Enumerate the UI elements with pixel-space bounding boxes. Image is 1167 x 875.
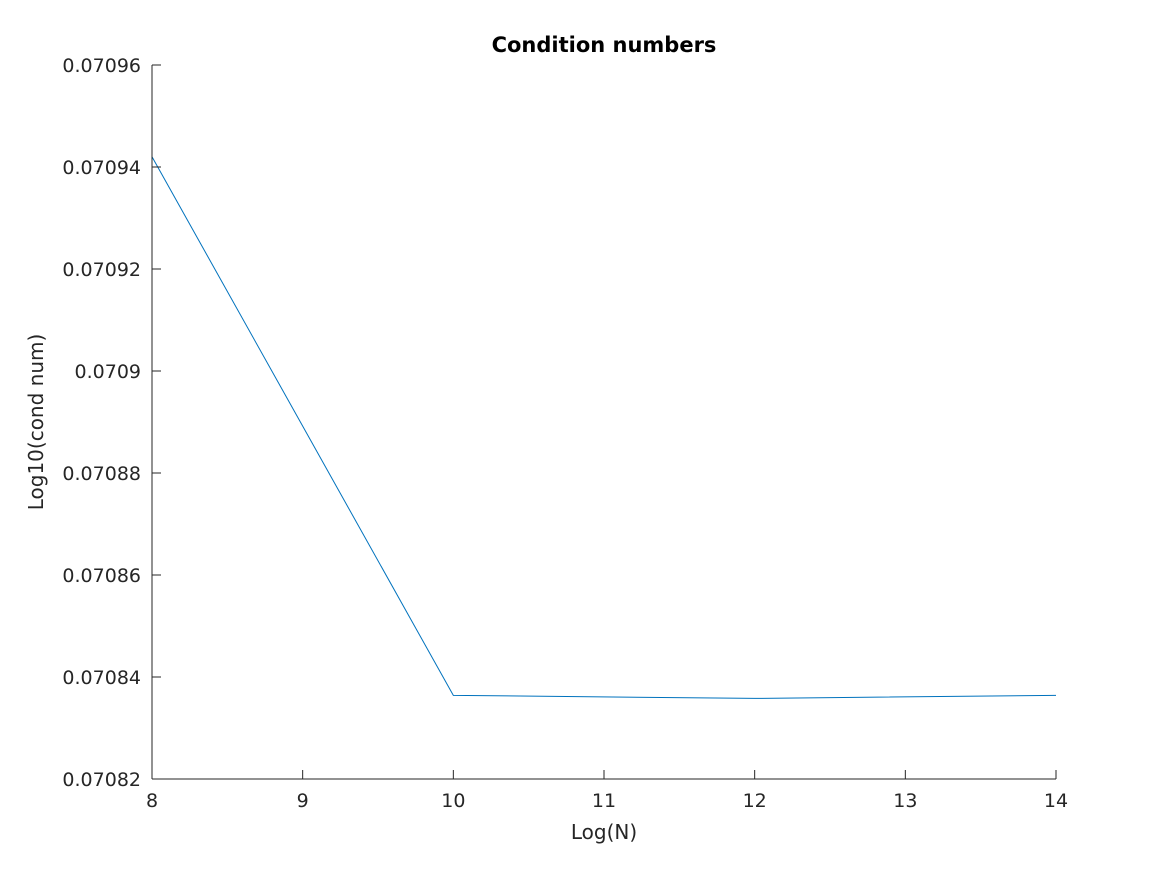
y-tick-label: 0.07084	[62, 667, 141, 689]
series-line	[151, 156, 1057, 699]
chart-title: Condition numbers	[492, 33, 717, 57]
y-axis-ticks: 0.07082 0.07084 0.07086 0.07088 0.0709 0.0709…	[62, 55, 161, 791]
x-tick-label: 12	[743, 790, 767, 812]
y-tick-label: 0.0709	[75, 361, 141, 383]
y-tick-label: 0.07094	[62, 157, 141, 179]
plot-area: 8 9 10 11 12 13 14 0.070820.070840.070860.0708…	[62, 55, 1068, 812]
series-layer	[151, 156, 1057, 699]
x-tick-label: 9	[297, 790, 309, 812]
y-tick-label: 0.07086	[62, 565, 141, 587]
x-axis-ticks: 8 9 10 11 12 13 14	[146, 770, 1068, 812]
x-tick-label: 8	[146, 790, 158, 812]
x-tick-label: 11	[592, 790, 616, 812]
y-tick-label: 0.07082	[62, 769, 141, 791]
x-axis-label: Log(N)	[571, 820, 637, 844]
y-tick-label: 0.07096	[62, 55, 141, 77]
y-axis-label: Log10(cond num)	[24, 334, 48, 511]
x-tick-label: 14	[1044, 790, 1068, 812]
x-tick-label: 10	[441, 790, 465, 812]
y-tick-label: 0.07088	[62, 463, 141, 485]
y-tick-label: 0.07092	[62, 259, 141, 281]
x-tick-label: 13	[893, 790, 917, 812]
